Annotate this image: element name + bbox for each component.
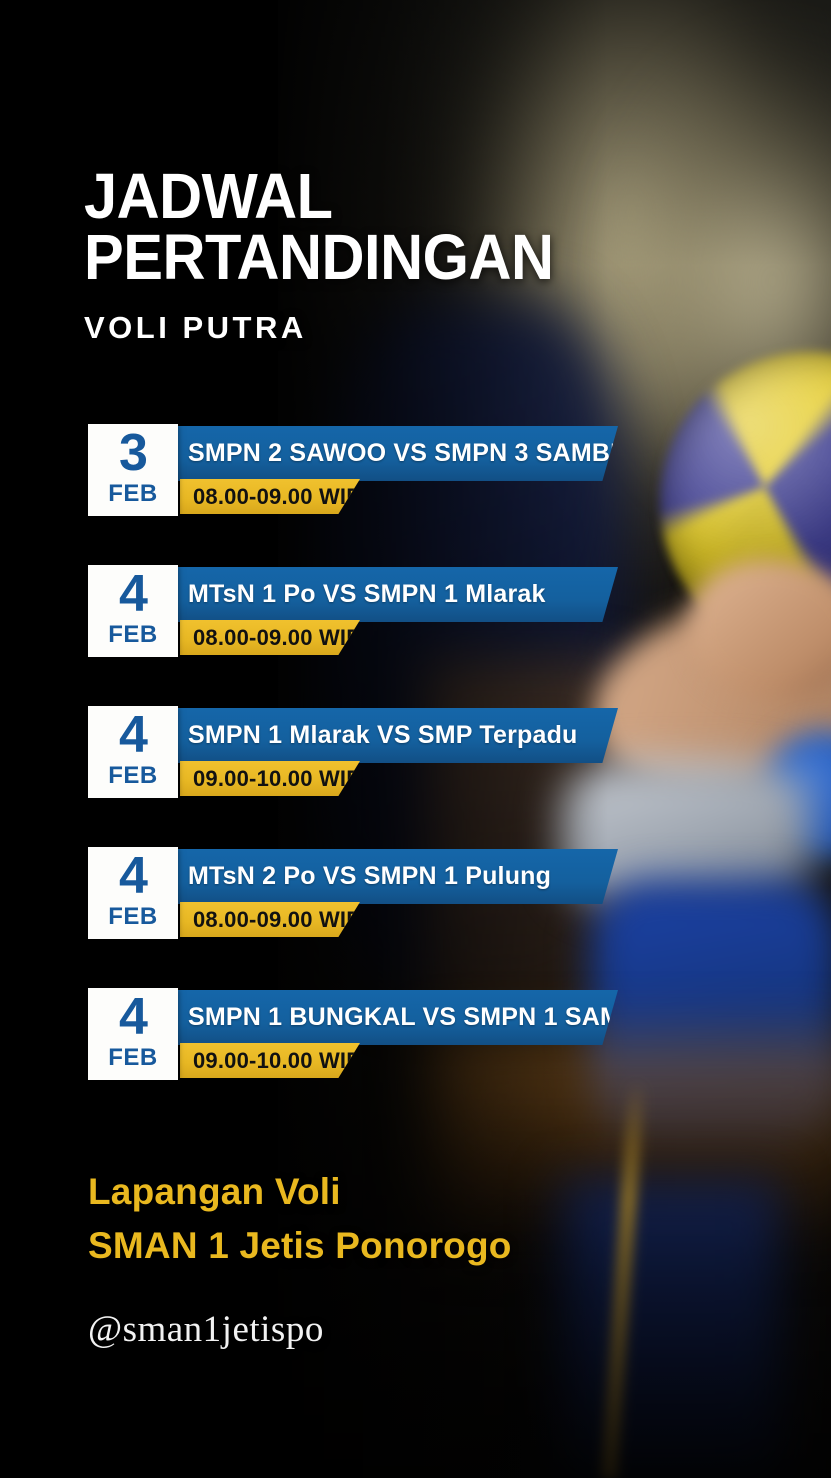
page-title-line-1: JADWAL: [84, 160, 333, 232]
time-label: 08.00-09.00 WIB: [193, 483, 363, 509]
match-bar: MTsN 1 Po VS SMPN 1 Mlarak: [172, 567, 618, 622]
schedule-row: 4 FEB SMPN 1 Mlarak VS SMP Terpadu 09.00…: [88, 706, 788, 798]
time-bar: 09.00-10.00 WIB: [180, 1043, 360, 1078]
date-month: FEB: [108, 761, 158, 789]
match-bar: SMPN 1 BUNGKAL VS SMPN 1 SAMBIT: [172, 990, 618, 1045]
time-bar: 08.00-09.00 WIB: [180, 479, 360, 514]
time-label: 08.00-09.00 WIB: [193, 906, 363, 932]
time-bar: 08.00-09.00 WIB: [180, 902, 360, 937]
schedule-row: 4 FEB MTsN 2 Po VS SMPN 1 Pulung 08.00-0…: [88, 847, 788, 939]
match-bar: SMPN 1 Mlarak VS SMP Terpadu: [172, 708, 618, 763]
page-subtitle: VOLI PUTRA: [84, 309, 307, 345]
date-badge: 3 FEB: [88, 424, 178, 516]
time-label: 09.00-10.00 WIB: [193, 1047, 363, 1073]
header: JADWAL PERTANDINGAN VOLI PUTRA: [84, 160, 744, 346]
time-bar: 09.00-10.00 WIB: [180, 761, 360, 796]
date-month: FEB: [108, 620, 158, 648]
date-day: 4: [119, 847, 148, 906]
time-bar: 08.00-09.00 WIB: [180, 620, 360, 655]
match-bar: MTsN 2 Po VS SMPN 1 Pulung: [172, 849, 618, 904]
schedule-row: 4 FEB MTsN 1 Po VS SMPN 1 Mlarak 08.00-0…: [88, 565, 788, 657]
date-month: FEB: [108, 479, 158, 507]
date-day: 4: [119, 988, 148, 1047]
match-bar: SMPN 2 SAWOO VS SMPN 3 SAMBIT: [172, 426, 618, 481]
date-day: 4: [119, 565, 148, 624]
schedule-list: 3 FEB SMPN 2 SAWOO VS SMPN 3 SAMBIT 08.0…: [88, 424, 788, 1080]
match-label: MTsN 1 Po VS SMPN 1 Mlarak: [188, 580, 546, 608]
time-label: 09.00-10.00 WIB: [193, 765, 363, 791]
page-title-line-2: PERTANDINGAN: [84, 220, 554, 293]
date-badge: 4 FEB: [88, 565, 178, 657]
schedule-row: 3 FEB SMPN 2 SAWOO VS SMPN 3 SAMBIT 08.0…: [88, 424, 788, 516]
venue-line-2: SMAN 1 Jetis Ponorogo: [88, 1224, 512, 1266]
match-label: SMPN 1 BUNGKAL VS SMPN 1 SAMBIT: [188, 1003, 662, 1031]
date-badge: 4 FEB: [88, 847, 178, 939]
match-label: SMPN 2 SAWOO VS SMPN 3 SAMBIT: [188, 439, 633, 467]
date-month: FEB: [108, 1043, 158, 1071]
match-label: SMPN 1 Mlarak VS SMP Terpadu: [188, 721, 578, 749]
date-badge: 4 FEB: [88, 988, 178, 1080]
date-day: 4: [119, 706, 148, 765]
schedule-row: 4 FEB SMPN 1 BUNGKAL VS SMPN 1 SAMBIT 09…: [88, 988, 788, 1080]
venue-line-1: Lapangan Voli: [88, 1171, 341, 1212]
social-handle: @sman1jetispo: [88, 1309, 324, 1351]
date-badge: 4 FEB: [88, 706, 178, 798]
date-month: FEB: [108, 902, 158, 930]
footer: Lapangan Voli SMAN 1 Jetis Ponorogo @sma…: [88, 1165, 708, 1351]
time-label: 08.00-09.00 WIB: [193, 624, 363, 650]
date-day: 3: [119, 424, 148, 483]
match-label: MTsN 2 Po VS SMPN 1 Pulung: [188, 862, 552, 890]
